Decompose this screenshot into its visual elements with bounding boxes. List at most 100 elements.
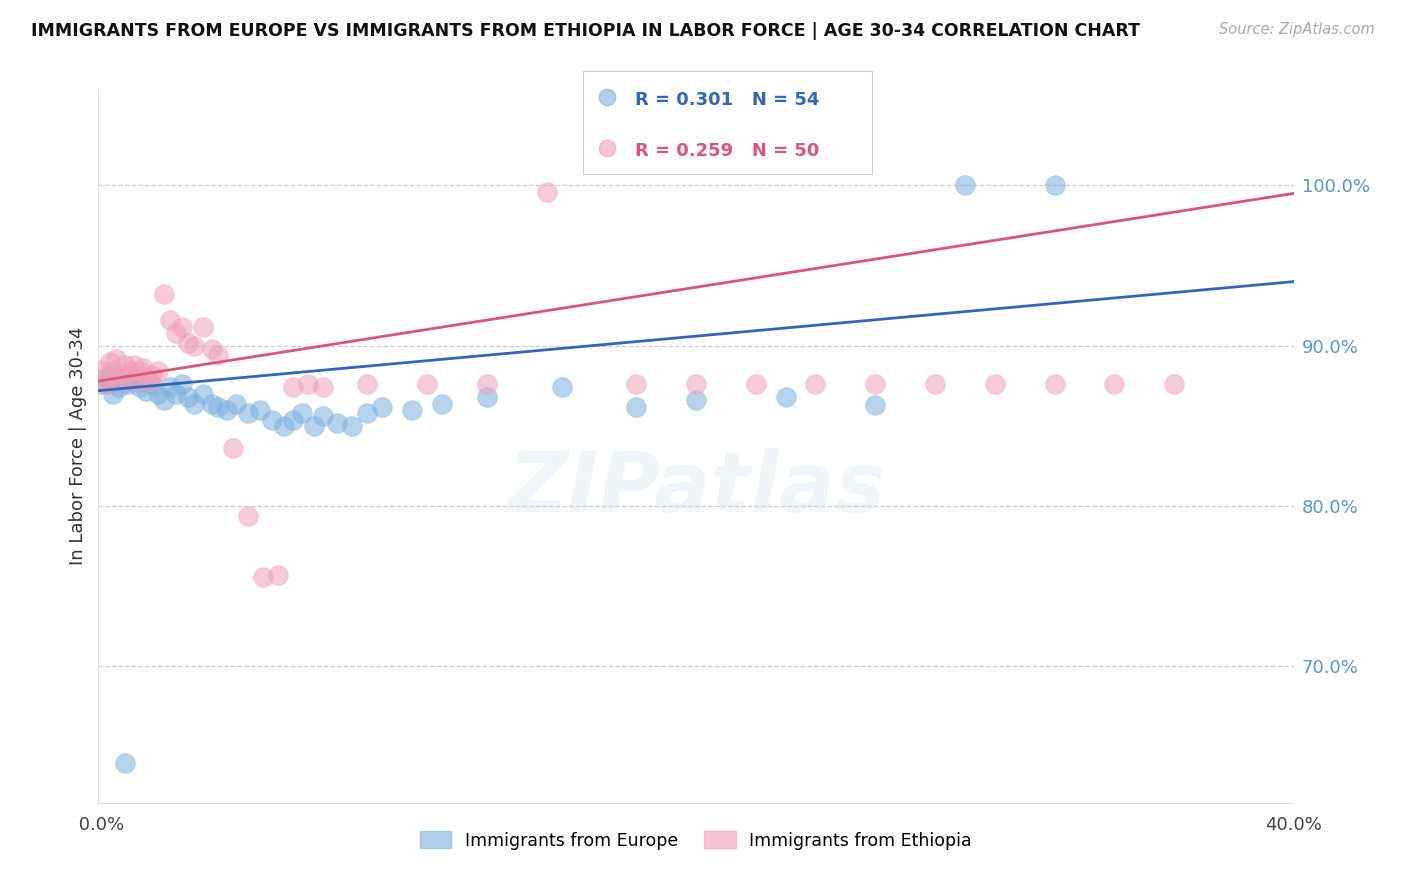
Point xyxy=(93,371,115,385)
Point xyxy=(114,358,136,372)
Point xyxy=(103,364,125,378)
Point xyxy=(215,403,238,417)
Point xyxy=(626,377,648,392)
Point xyxy=(159,380,181,394)
Point xyxy=(207,348,229,362)
Point xyxy=(236,508,259,523)
Point xyxy=(90,363,112,377)
Point xyxy=(148,387,170,401)
Point xyxy=(536,185,558,199)
Point xyxy=(111,371,134,385)
Point xyxy=(249,403,271,417)
Point xyxy=(93,374,115,388)
Point xyxy=(222,442,245,456)
Legend: Immigrants from Europe, Immigrants from Ethiopia: Immigrants from Europe, Immigrants from … xyxy=(411,822,981,858)
Point xyxy=(984,377,1007,392)
Point xyxy=(475,390,498,404)
Point xyxy=(153,393,176,408)
Point xyxy=(177,390,200,404)
Point xyxy=(153,287,176,301)
Point xyxy=(775,390,797,404)
Point xyxy=(745,377,768,392)
Point xyxy=(120,364,142,378)
Point xyxy=(177,335,200,350)
Text: Source: ZipAtlas.com: Source: ZipAtlas.com xyxy=(1219,22,1375,37)
Point xyxy=(141,377,163,392)
Text: R = 0.301   N = 54: R = 0.301 N = 54 xyxy=(636,91,820,109)
Point xyxy=(141,368,163,382)
Point xyxy=(105,374,128,388)
Point xyxy=(127,374,149,388)
Point xyxy=(804,377,827,392)
Point xyxy=(416,377,439,392)
Point xyxy=(98,368,122,382)
Point xyxy=(129,380,152,394)
Point xyxy=(103,387,125,401)
Point xyxy=(281,380,304,394)
Point xyxy=(191,387,214,401)
Point xyxy=(225,396,247,410)
Point xyxy=(401,403,423,417)
Point xyxy=(135,384,157,398)
Point xyxy=(302,419,325,434)
Point xyxy=(111,368,134,382)
Point xyxy=(1163,377,1185,392)
Point xyxy=(356,377,378,392)
Point xyxy=(201,342,224,356)
Point xyxy=(685,377,707,392)
Point xyxy=(96,377,118,392)
Point xyxy=(356,406,378,420)
Point xyxy=(132,374,155,388)
Y-axis label: In Labor Force | Age 30-34: In Labor Force | Age 30-34 xyxy=(69,326,87,566)
Point xyxy=(260,412,283,426)
Point xyxy=(371,400,394,414)
Point xyxy=(273,419,295,434)
Point xyxy=(430,396,453,410)
Point xyxy=(96,377,118,392)
Point xyxy=(120,374,142,388)
Point xyxy=(342,419,364,434)
Point xyxy=(236,406,259,420)
Point xyxy=(90,377,112,392)
Point xyxy=(207,400,229,414)
Point xyxy=(172,377,194,392)
Point xyxy=(326,416,349,430)
Point xyxy=(117,377,139,392)
Point xyxy=(148,364,170,378)
Point xyxy=(98,355,122,369)
Point xyxy=(311,380,333,394)
Point xyxy=(108,374,131,388)
Point xyxy=(311,409,333,424)
Point xyxy=(183,339,205,353)
Point xyxy=(1043,377,1066,392)
Point xyxy=(291,406,314,420)
Point xyxy=(105,351,128,366)
Point xyxy=(117,368,139,382)
Text: ZIPatlas: ZIPatlas xyxy=(508,449,884,529)
Text: IMMIGRANTS FROM EUROPE VS IMMIGRANTS FROM ETHIOPIA IN LABOR FORCE | AGE 30-34 CO: IMMIGRANTS FROM EUROPE VS IMMIGRANTS FRO… xyxy=(31,22,1140,40)
Point xyxy=(138,374,160,388)
Point xyxy=(297,377,319,392)
Point xyxy=(953,178,976,193)
Point xyxy=(172,319,194,334)
Point xyxy=(114,756,136,770)
Point xyxy=(165,387,187,401)
Point xyxy=(1043,178,1066,193)
Point xyxy=(550,380,572,394)
Point xyxy=(626,400,648,414)
Point xyxy=(252,570,274,584)
Point xyxy=(201,396,224,410)
Point xyxy=(183,396,205,410)
Point xyxy=(924,377,946,392)
Point xyxy=(267,568,290,582)
Point xyxy=(124,371,146,385)
Point xyxy=(865,398,887,412)
Point xyxy=(1104,377,1126,392)
Point xyxy=(865,377,887,392)
Point xyxy=(475,377,498,392)
Point xyxy=(124,358,146,372)
Point xyxy=(135,371,157,385)
Point xyxy=(159,313,181,327)
Text: R = 0.259   N = 50: R = 0.259 N = 50 xyxy=(636,143,820,161)
Point xyxy=(132,361,155,376)
